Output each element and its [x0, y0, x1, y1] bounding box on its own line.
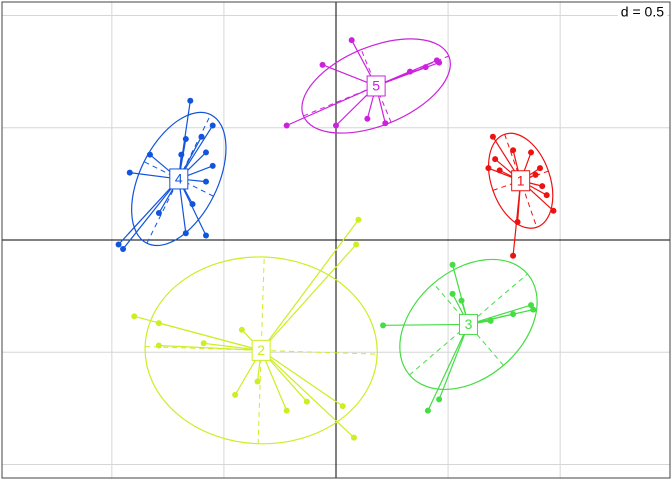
point: [532, 171, 539, 178]
point: [339, 403, 346, 410]
point: [353, 241, 360, 248]
point: [492, 156, 499, 163]
point: [348, 37, 355, 44]
star-segment: [512, 180, 522, 256]
point: [178, 151, 185, 158]
point: [550, 207, 557, 214]
star-segment: [260, 349, 355, 439]
point: [539, 183, 546, 190]
point: [333, 122, 339, 129]
point: [120, 245, 127, 252]
class-label-box: [511, 170, 531, 192]
star-segment: [260, 219, 359, 351]
point: [198, 133, 205, 140]
star-segment: [286, 85, 377, 127]
point: [449, 290, 456, 297]
point: [485, 165, 492, 172]
class-label-box: [251, 339, 271, 361]
grid-size-label-bg: [617, 3, 668, 21]
class-label: 1: [517, 172, 525, 188]
point: [424, 407, 431, 414]
point: [382, 120, 389, 127]
point: [543, 192, 550, 199]
point: [283, 122, 290, 129]
point: [155, 210, 162, 217]
star-segment: [158, 344, 262, 351]
point: [510, 311, 517, 318]
point: [209, 162, 216, 169]
point: [350, 434, 357, 441]
point: [202, 178, 209, 185]
star-segment: [468, 304, 532, 325]
point: [458, 297, 465, 304]
point: [514, 219, 521, 226]
star-segment: [118, 178, 180, 245]
point: [536, 165, 543, 172]
point: [380, 322, 387, 329]
point: [182, 230, 189, 237]
class-label: 3: [465, 316, 473, 332]
ellipse-axis: [409, 273, 528, 376]
point: [487, 317, 494, 324]
class-ellipse: [131, 111, 227, 247]
point: [131, 313, 138, 320]
star-segment: [158, 322, 262, 351]
point: [283, 407, 290, 414]
point: [510, 147, 517, 154]
point: [155, 320, 162, 327]
point: [449, 261, 456, 268]
point: [200, 340, 207, 347]
point: [364, 115, 371, 122]
star-segment: [383, 323, 469, 326]
star-segment: [260, 244, 357, 351]
point: [254, 378, 261, 385]
class-label-box: [366, 75, 386, 97]
point: [146, 151, 153, 158]
class-ellipse: [144, 256, 378, 445]
point: [436, 59, 443, 66]
ellipse-axis: [145, 346, 378, 355]
point: [528, 149, 535, 156]
star-segment: [438, 324, 470, 400]
point: [202, 149, 209, 156]
point: [406, 68, 413, 75]
point: [238, 326, 245, 333]
star-segment: [260, 349, 344, 407]
point: [189, 201, 196, 208]
class-ellipse: [301, 38, 451, 134]
star-segment: [122, 178, 180, 250]
point: [187, 97, 194, 104]
class-label: 2: [257, 342, 265, 358]
point: [303, 398, 310, 405]
star-segment: [203, 342, 262, 351]
point: [126, 169, 133, 176]
point: [182, 135, 189, 142]
class-label: 4: [175, 171, 183, 187]
point: [496, 167, 503, 174]
point: [422, 64, 429, 71]
star-segment: [427, 324, 470, 411]
class-ellipse: [487, 132, 554, 229]
class-ellipse: [399, 258, 538, 391]
point: [232, 391, 239, 398]
point: [155, 342, 162, 349]
point: [530, 306, 537, 313]
class-label-box: [169, 168, 189, 190]
point: [115, 241, 122, 248]
point: [319, 61, 326, 68]
class-label-box: [458, 313, 478, 335]
point: [510, 252, 517, 259]
point: [209, 122, 216, 129]
point: [489, 133, 496, 140]
point: [355, 216, 362, 223]
point: [528, 302, 535, 309]
class-label: 5: [372, 78, 380, 94]
grid-size-label: d = 0.5: [621, 4, 664, 20]
point: [436, 396, 443, 403]
point: [202, 232, 209, 239]
